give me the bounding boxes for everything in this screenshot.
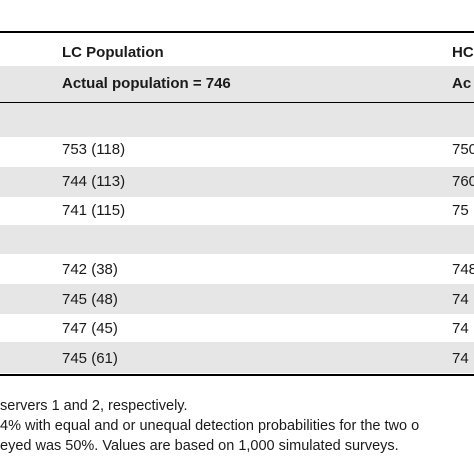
table-cell-lc: 745 (61) xyxy=(62,350,118,367)
table-cell-hc: 74 xyxy=(452,350,469,367)
table-cell-hc: 75 xyxy=(452,202,469,219)
section-2-band xyxy=(0,225,474,254)
table-cell-hc: 760 xyxy=(452,173,474,190)
header-band xyxy=(0,66,474,102)
table-bottom-rule xyxy=(0,374,474,376)
table-cell-lc: 745 (48) xyxy=(62,291,118,308)
table-cell-lc: 742 (38) xyxy=(62,261,118,278)
footnote-line-3: eyed was 50%. Values are based on 1,000 … xyxy=(0,438,399,454)
table-cell-lc: 744 (113) xyxy=(62,173,126,190)
table-cell-lc: 747 (45) xyxy=(62,320,118,337)
row-band-2 xyxy=(0,167,474,197)
table-cell-hc: 74 xyxy=(452,320,469,337)
section-1-band xyxy=(0,103,474,137)
header-bottom-rule xyxy=(0,102,474,103)
hc-actual-population: Ac xyxy=(452,75,472,92)
table-cell-lc: 753 (118) xyxy=(62,141,126,158)
table-cell-hc: 74 xyxy=(452,291,469,308)
lc-actual-population: Actual population = 746 xyxy=(62,75,231,92)
table-cell-hc: 748 xyxy=(452,261,474,278)
lc-population-header: LC Population xyxy=(62,44,164,61)
footnote-line-2: 4% with equal and or unequal detection p… xyxy=(0,418,420,434)
table-cell-lc: 741 (115) xyxy=(62,202,126,219)
table-cell-hc: 750 xyxy=(452,141,474,158)
hc-population-header: HC xyxy=(452,44,474,61)
table-top-rule xyxy=(0,31,474,33)
row-band-7 xyxy=(0,342,474,373)
footnote-line-1: servers 1 and 2, respectively. xyxy=(0,398,188,414)
row-band-5 xyxy=(0,284,474,314)
